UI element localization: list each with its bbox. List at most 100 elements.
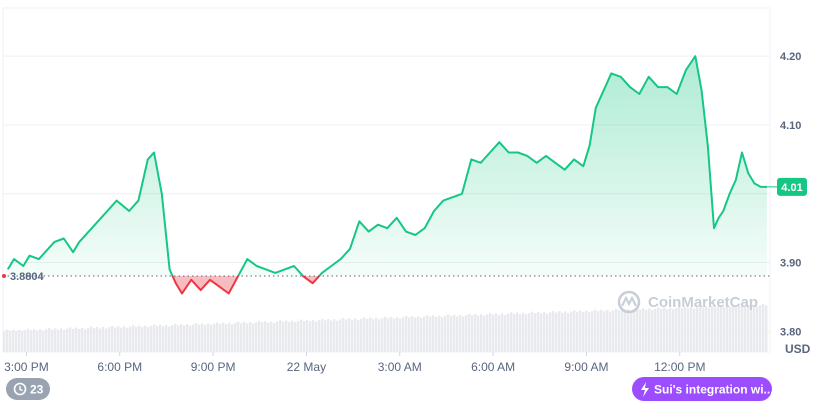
watermark-text: CoinMarketCap <box>648 294 758 311</box>
volume-bar <box>507 313 510 352</box>
volume-bar <box>210 324 213 352</box>
volume-bar <box>27 328 30 352</box>
volume-bar <box>330 320 333 352</box>
volume-bar <box>669 307 672 352</box>
volume-bar <box>462 316 465 352</box>
volume-bar <box>564 311 567 352</box>
volume-bar <box>471 315 474 352</box>
volume-bar <box>519 314 522 352</box>
volume-bar <box>444 315 447 352</box>
volume-bar <box>24 330 27 352</box>
coinmarketcap-logo-icon <box>617 290 641 314</box>
volume-bar <box>498 314 501 352</box>
volume-bar <box>366 318 369 352</box>
price-line-up <box>6 55 767 277</box>
volume-bar <box>387 318 390 352</box>
unit-label: USD <box>785 342 811 356</box>
volume-bar <box>30 330 33 352</box>
volume-bar <box>12 329 15 352</box>
volume-bar <box>315 321 318 352</box>
volume-bar <box>273 322 276 352</box>
volume-bar <box>609 311 612 352</box>
volume-bar <box>351 319 354 352</box>
volume-bar <box>150 325 153 352</box>
volume-bar <box>708 307 711 352</box>
volume-bar <box>156 326 159 352</box>
volume-bar <box>393 318 396 352</box>
volume-bar <box>123 326 126 352</box>
volume-bar <box>267 322 270 352</box>
events-badge[interactable]: 23 <box>6 378 50 400</box>
baseline: 3.8804 <box>2 271 770 283</box>
volume-bar <box>171 325 174 352</box>
volume-bar <box>615 308 618 352</box>
volume-bar <box>45 329 48 352</box>
volume-bar <box>333 319 336 352</box>
volume-bar <box>291 320 294 352</box>
volume-bar <box>243 321 246 352</box>
volume-bar <box>81 327 84 352</box>
volume-bar <box>486 314 489 352</box>
volume-bar <box>612 310 615 352</box>
y-axis: 4.20 4.10 3.90 3.80 <box>780 51 801 338</box>
volume-bar <box>414 317 417 352</box>
events-count: 23 <box>30 383 44 397</box>
volume-bar <box>477 315 480 352</box>
volume-bar <box>627 309 630 352</box>
volume-bars <box>3 303 768 352</box>
volume-bar <box>597 311 600 352</box>
volume-bar <box>726 305 729 352</box>
volume-bar <box>468 313 471 352</box>
volume-bar <box>633 309 636 352</box>
volume-bar <box>309 321 312 352</box>
volume-bar <box>96 326 99 352</box>
volume-bar <box>591 310 594 352</box>
volume-bar <box>246 323 249 352</box>
y-tick-label: 4.20 <box>780 51 801 63</box>
volume-bar <box>180 324 183 352</box>
volume-bar <box>690 307 693 352</box>
volume-bar <box>261 322 264 352</box>
volume-bar <box>138 325 141 352</box>
volume-bar <box>135 326 138 352</box>
volume-bar <box>396 317 399 352</box>
volume-bar <box>630 310 633 352</box>
volume-bar <box>432 315 435 352</box>
volume-bar <box>345 319 348 352</box>
volume-bar <box>75 327 78 352</box>
volume-bar <box>336 320 339 352</box>
volume-bar <box>747 304 750 352</box>
volume-bar <box>9 330 12 352</box>
volume-bar <box>675 308 678 352</box>
x-tick-label: 3:00 AM <box>378 360 422 374</box>
volume-bar <box>132 325 135 352</box>
volume-bar <box>51 329 54 352</box>
volume-bar <box>276 321 279 352</box>
volume-bar <box>408 317 411 352</box>
volume-bar <box>618 310 621 352</box>
volume-bar <box>711 306 714 352</box>
volume-bar <box>603 311 606 352</box>
volume-bar <box>63 329 66 352</box>
volume-bar <box>684 306 687 352</box>
volume-bar <box>459 314 462 352</box>
volume-bar <box>651 310 654 352</box>
volume-bar <box>660 308 663 352</box>
volume-bar <box>279 320 282 352</box>
volume-bar <box>225 324 228 352</box>
news-pill[interactable]: Sui's integration wi... <box>632 377 774 401</box>
volume-bar <box>186 324 189 352</box>
volume-bar <box>705 306 708 352</box>
volume-bar <box>237 321 240 352</box>
volume-bar <box>558 311 561 352</box>
volume-bar <box>585 310 588 352</box>
volume-bar <box>228 322 231 352</box>
volume-bar <box>93 328 96 352</box>
volume-bar <box>144 325 147 352</box>
volume-bar <box>33 328 36 352</box>
volume-bar <box>756 306 759 352</box>
volume-bar <box>126 327 129 352</box>
volume-bar <box>384 316 387 352</box>
volume-bar <box>753 304 756 352</box>
